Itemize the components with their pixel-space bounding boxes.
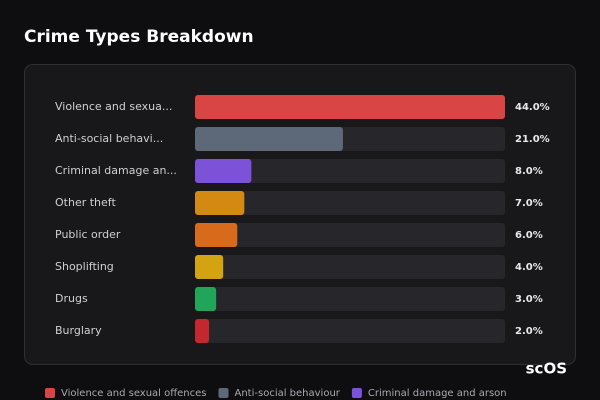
value-label: 21.0% — [515, 134, 550, 145]
bar-track — [195, 319, 505, 343]
bar — [195, 95, 505, 119]
chart-title: Crime Types Breakdown — [24, 27, 254, 47]
category-label: Public order — [55, 228, 121, 241]
legend-label: Violence and sexual offences — [61, 388, 207, 399]
bar — [195, 159, 252, 183]
legend-swatch — [218, 388, 229, 398]
legend-label: Criminal damage and arson — [368, 388, 507, 399]
value-label: 6.0% — [515, 230, 543, 241]
legend-swatch — [45, 388, 55, 398]
bar-track — [195, 223, 505, 247]
category-label: Anti-social behavi... — [55, 132, 163, 145]
bar — [195, 255, 224, 279]
bar — [195, 191, 245, 215]
category-label: Criminal damage an... — [55, 164, 177, 177]
value-label: 8.0% — [515, 166, 543, 177]
bar — [195, 287, 217, 311]
category-label: Drugs — [55, 292, 88, 305]
bar-track — [195, 191, 505, 215]
value-label: 4.0% — [515, 262, 543, 273]
watermark: scOS — [526, 360, 567, 378]
value-label: 3.0% — [515, 294, 543, 305]
bar — [195, 223, 238, 247]
bar — [195, 319, 210, 343]
value-label: 44.0% — [515, 102, 550, 113]
legend-label: Anti-social behaviour — [235, 388, 341, 399]
category-label: Shoplifting — [55, 260, 114, 273]
legend-swatch — [351, 388, 362, 398]
bar-track — [195, 159, 505, 183]
bar-track — [195, 287, 505, 311]
bar — [195, 127, 343, 151]
value-label: 2.0% — [515, 326, 543, 337]
category-label: Other theft — [55, 196, 116, 209]
value-label: 7.0% — [515, 198, 543, 209]
category-label: Burglary — [55, 324, 102, 337]
category-label: Violence and sexua... — [55, 100, 172, 113]
bar-track — [195, 255, 505, 279]
